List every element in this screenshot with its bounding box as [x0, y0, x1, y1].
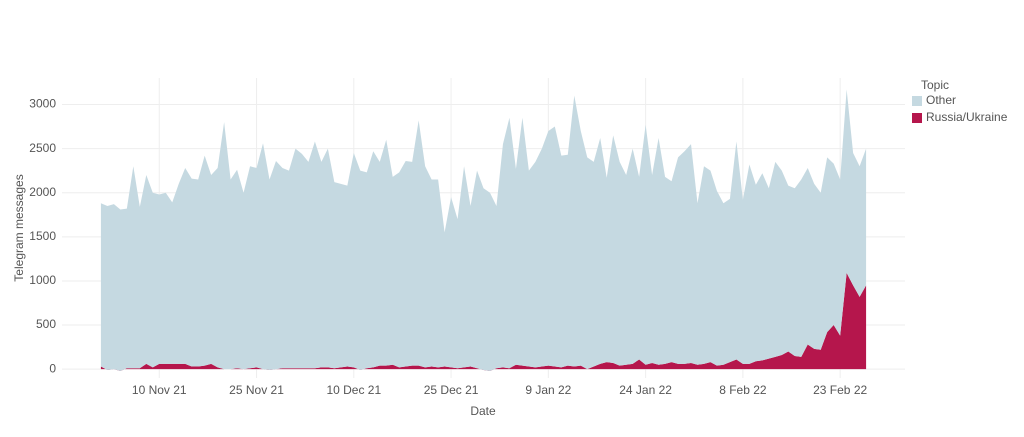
x-tick-label: 10 Dec 21 — [326, 383, 381, 397]
x-axis-label: Date — [470, 404, 496, 418]
legend-title: Topic — [921, 78, 949, 92]
x-tick-label: 10 Nov 21 — [132, 383, 187, 397]
y-tick-label: 2500 — [29, 141, 56, 155]
y-tick-label: 3000 — [29, 97, 56, 111]
x-tick-label: 9 Jan 22 — [525, 383, 571, 397]
y-tick-label: 2000 — [29, 185, 56, 199]
legend-label: Russia/Ukraine — [926, 110, 1008, 124]
y-tick-label: 0 — [49, 361, 56, 375]
legend-label: Other — [926, 93, 956, 107]
x-tick-label: 25 Dec 21 — [424, 383, 479, 397]
y-axis-label: Telegram messages — [12, 174, 26, 281]
legend-swatch — [912, 96, 922, 106]
area — [100, 273, 867, 371]
x-tick-label: 8 Feb 22 — [719, 383, 767, 397]
legend-swatch — [912, 113, 922, 123]
y-tick-label: 1000 — [29, 273, 56, 287]
x-tick-label: 25 Nov 21 — [229, 383, 284, 397]
x-tick-label: 24 Jan 22 — [619, 383, 672, 397]
x-tick-label: 23 Feb 22 — [813, 383, 867, 397]
y-tick-label: 1500 — [29, 229, 56, 243]
y-tick-label: 500 — [36, 317, 56, 331]
area — [100, 89, 867, 371]
